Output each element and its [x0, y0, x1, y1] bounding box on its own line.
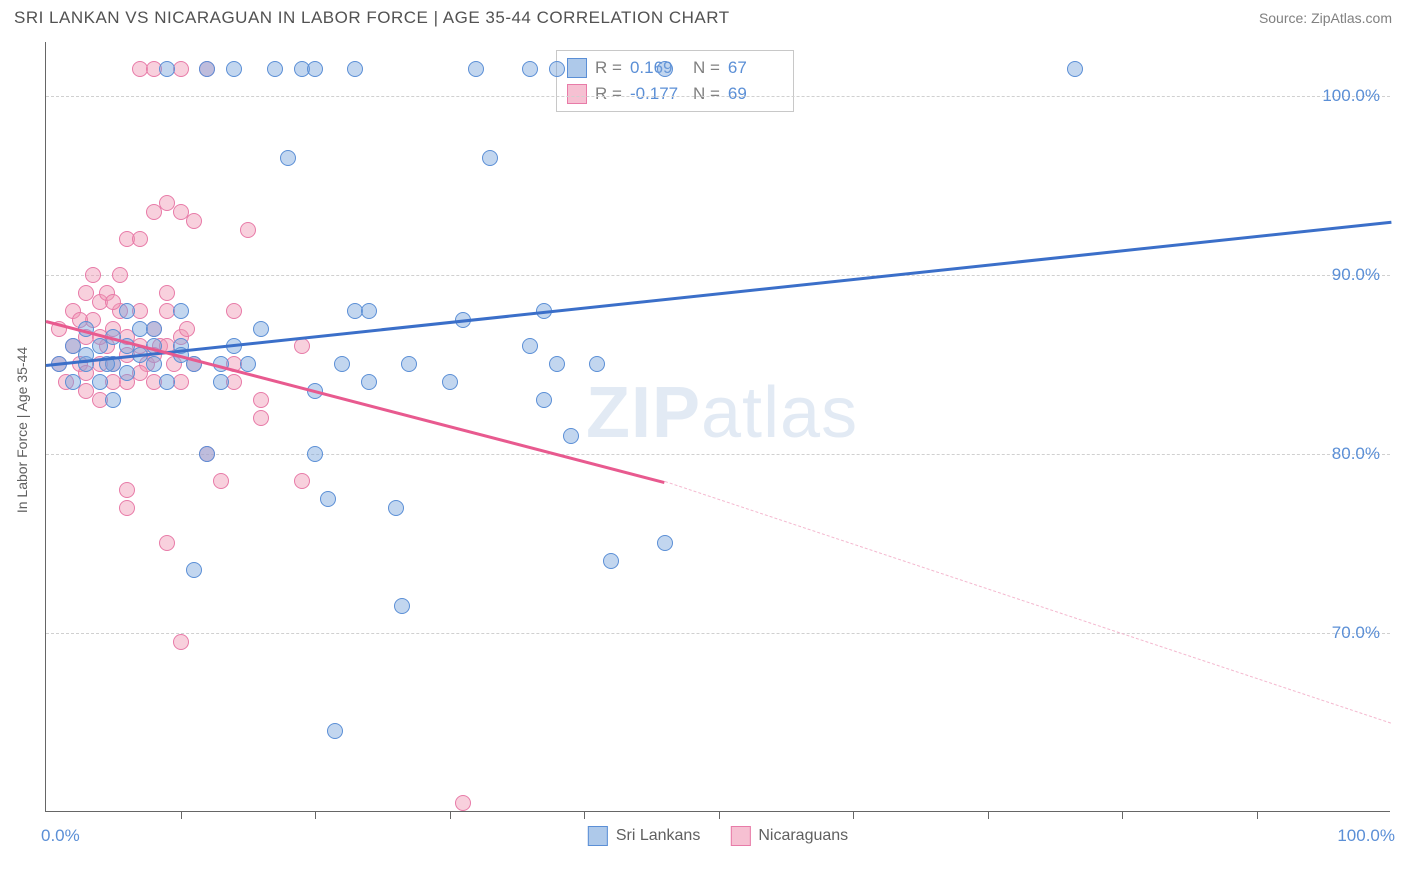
- y-axis-title: In Labor Force | Age 35-44: [14, 347, 30, 513]
- data-point: [179, 321, 195, 337]
- data-point: [159, 374, 175, 390]
- swatch-blue-icon: [588, 826, 608, 846]
- data-point: [173, 303, 189, 319]
- y-tick-label: 90.0%: [1332, 265, 1380, 285]
- data-point: [294, 338, 310, 354]
- x-tick: [584, 811, 585, 819]
- data-point: [442, 374, 458, 390]
- chart-title: SRI LANKAN VS NICARAGUAN IN LABOR FORCE …: [14, 8, 730, 28]
- data-point: [307, 446, 323, 462]
- data-point: [1067, 61, 1083, 77]
- stats-legend: R = 0.169 N = 67 R = -0.177 N = 69: [556, 50, 794, 112]
- x-tick: [988, 811, 989, 819]
- swatch-pink-icon: [730, 826, 750, 846]
- data-point: [226, 303, 242, 319]
- data-point: [468, 61, 484, 77]
- x-tick: [1257, 811, 1258, 819]
- data-point: [226, 61, 242, 77]
- data-point: [455, 795, 471, 811]
- y-tick-label: 80.0%: [1332, 444, 1380, 464]
- data-point: [253, 392, 269, 408]
- source-label: Source: ZipAtlas.com: [1259, 10, 1392, 26]
- x-axis-min-label: 0.0%: [41, 826, 80, 846]
- data-point: [347, 61, 363, 77]
- stats-row-nicaraguans: R = -0.177 N = 69: [567, 81, 783, 107]
- legend-item-nicaraguans: Nicaraguans: [730, 826, 848, 846]
- data-point: [240, 356, 256, 372]
- data-point: [522, 338, 538, 354]
- data-point: [334, 356, 350, 372]
- data-point: [119, 303, 135, 319]
- data-point: [307, 61, 323, 77]
- data-point: [186, 562, 202, 578]
- data-point: [388, 500, 404, 516]
- series-legend: Sri Lankans Nicaraguans: [588, 826, 848, 846]
- data-point: [159, 61, 175, 77]
- gridline-horizontal: [46, 275, 1390, 276]
- x-tick: [719, 811, 720, 819]
- data-point: [536, 392, 552, 408]
- data-point: [173, 634, 189, 650]
- data-point: [112, 267, 128, 283]
- x-tick: [450, 811, 451, 819]
- trendline: [46, 221, 1391, 367]
- data-point: [119, 365, 135, 381]
- x-tick: [1122, 811, 1123, 819]
- swatch-blue-icon: [567, 58, 587, 78]
- data-point: [85, 267, 101, 283]
- data-point: [657, 535, 673, 551]
- data-point: [253, 321, 269, 337]
- data-point: [267, 61, 283, 77]
- data-point: [146, 356, 162, 372]
- data-point: [199, 61, 215, 77]
- data-point: [549, 61, 565, 77]
- data-point: [132, 231, 148, 247]
- gridline-horizontal: [46, 96, 1390, 97]
- watermark: ZIPatlas: [586, 372, 858, 454]
- data-point: [549, 356, 565, 372]
- data-point: [253, 410, 269, 426]
- data-point: [159, 535, 175, 551]
- data-point: [65, 374, 81, 390]
- data-point: [280, 150, 296, 166]
- data-point: [294, 473, 310, 489]
- x-tick: [315, 811, 316, 819]
- data-point: [186, 213, 202, 229]
- stats-row-sri-lankans: R = 0.169 N = 67: [567, 55, 783, 81]
- data-point: [213, 473, 229, 489]
- data-point: [320, 491, 336, 507]
- y-tick-label: 100.0%: [1322, 86, 1380, 106]
- x-tick: [853, 811, 854, 819]
- data-point: [394, 598, 410, 614]
- x-tick: [181, 811, 182, 819]
- data-point: [240, 222, 256, 238]
- data-point: [361, 303, 377, 319]
- legend-item-sri-lankans: Sri Lankans: [588, 826, 701, 846]
- x-axis-max-label: 100.0%: [1337, 826, 1395, 846]
- trendline: [46, 320, 665, 484]
- data-point: [119, 482, 135, 498]
- chart-plot-area: ZIPatlas R = 0.169 N = 67 R = -0.177 N =…: [45, 42, 1390, 812]
- data-point: [603, 553, 619, 569]
- y-tick-label: 70.0%: [1332, 623, 1380, 643]
- data-point: [361, 374, 377, 390]
- data-point: [119, 500, 135, 516]
- data-point: [589, 356, 605, 372]
- data-point: [146, 321, 162, 337]
- data-point: [105, 392, 121, 408]
- data-point: [327, 723, 343, 739]
- data-point: [563, 428, 579, 444]
- data-point: [401, 356, 417, 372]
- trendline-extrapolated: [665, 481, 1392, 724]
- data-point: [199, 446, 215, 462]
- data-point: [213, 374, 229, 390]
- gridline-horizontal: [46, 633, 1390, 634]
- data-point: [522, 61, 538, 77]
- swatch-pink-icon: [567, 84, 587, 104]
- data-point: [657, 61, 673, 77]
- gridline-horizontal: [46, 454, 1390, 455]
- data-point: [92, 374, 108, 390]
- data-point: [159, 285, 175, 301]
- data-point: [482, 150, 498, 166]
